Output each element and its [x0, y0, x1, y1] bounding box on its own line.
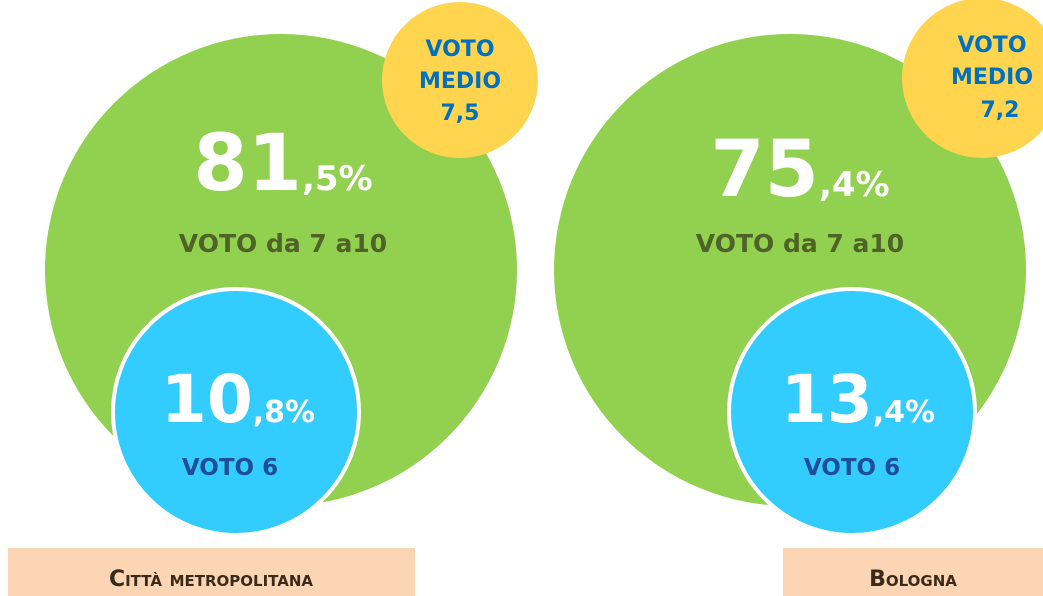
green-label: VOTO da 7 a10	[696, 229, 904, 258]
avg-value: 7,2	[981, 98, 1020, 123]
percent-int: 75	[710, 125, 819, 215]
blue-label: VOTO 6	[804, 455, 900, 481]
percent-dec: ,4%	[873, 395, 935, 430]
percent-int: 13	[781, 361, 873, 438]
avg-label-2: MEDIO	[419, 69, 501, 94]
place-label: Città metropolitana	[109, 567, 313, 592]
blue-circle	[111, 287, 361, 537]
percent-dec: ,8%	[253, 395, 315, 430]
green-percent: 75,4%	[710, 125, 889, 215]
yellow-circle	[382, 2, 538, 158]
avg-label-1: VOTO	[425, 37, 494, 62]
green-label: VOTO da 7 a10	[179, 229, 387, 258]
blue-percent: 10,8%	[161, 361, 315, 438]
blue-circle	[727, 287, 977, 537]
place-label: Bologna	[869, 567, 957, 592]
avg-label-1: VOTO	[957, 33, 1026, 58]
percent-int: 10	[161, 361, 253, 438]
panel-left: VOTO MEDIO 7,5 81,5% VOTO da 7 a10 10,8%…	[8, 2, 538, 596]
blue-label: VOTO 6	[182, 455, 278, 481]
avg-value: 7,5	[441, 101, 480, 126]
place-box	[8, 548, 415, 596]
panel-right: VOTO MEDIO 7,2 75,4% VOTO da 7 a10 13,4%…	[554, 0, 1043, 596]
percent-dec: ,4%	[819, 165, 890, 205]
yellow-circle	[902, 0, 1043, 158]
percent-int: 81	[193, 119, 302, 209]
avg-label-2: MEDIO	[951, 65, 1033, 90]
green-percent: 81,5%	[193, 119, 372, 209]
blue-percent: 13,4%	[781, 361, 935, 438]
place-box	[783, 548, 1043, 596]
percent-dec: ,5%	[302, 159, 373, 199]
